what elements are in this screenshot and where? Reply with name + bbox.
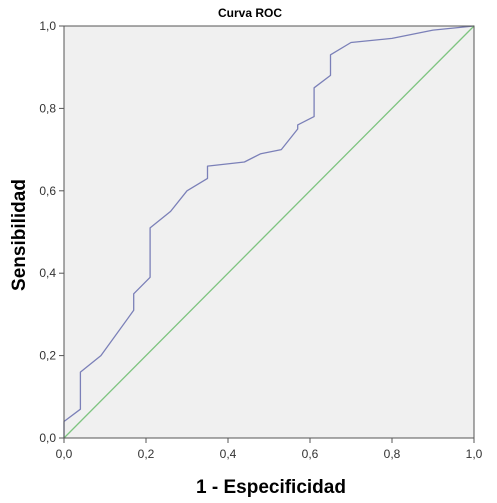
roc-curve-line <box>63 25 475 438</box>
y-tick-label: 1,0 <box>39 19 56 33</box>
x-tick-label: 0,4 <box>220 447 237 461</box>
y-tick-label: 0,2 <box>39 349 56 363</box>
chart-title: Curva ROC <box>218 6 282 20</box>
x-axis-label: 1 - Especificidad <box>196 477 346 498</box>
x-tick-label: 0,6 <box>302 447 319 461</box>
x-tick-label: 1,0 <box>466 447 483 461</box>
y-tick-label: 0,8 <box>39 101 56 115</box>
y-tick-label: 0,0 <box>39 431 56 445</box>
y-axis-ticks: 0,0 0,2 0,4 0,6 0,8 1,0 <box>39 19 64 445</box>
x-axis-ticks: 0,0 0,2 0,4 0,6 0,8 1,0 <box>56 438 483 461</box>
reference-diagonal-line <box>63 25 475 439</box>
y-tick-label: 0,6 <box>39 184 56 198</box>
chart-marks <box>63 25 475 439</box>
x-tick-label: 0,8 <box>384 447 401 461</box>
x-tick-label: 0,2 <box>138 447 155 461</box>
x-tick-label: 0,0 <box>56 447 73 461</box>
plot-frame <box>63 25 475 439</box>
y-axis-label: Sensibilidad <box>9 179 30 291</box>
y-tick-label: 0,4 <box>39 266 56 280</box>
